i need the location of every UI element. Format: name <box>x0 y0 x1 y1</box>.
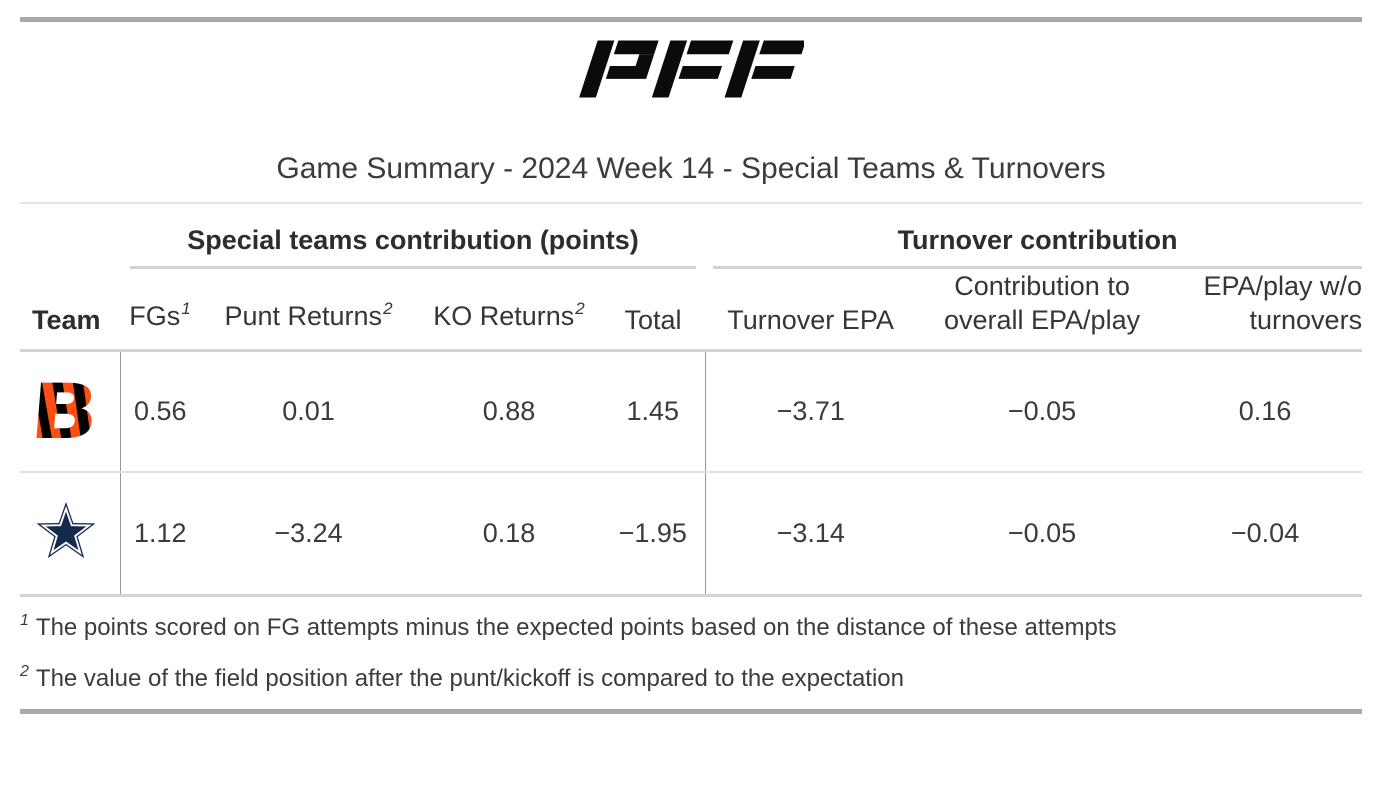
bengals-punt-returns: 0.01 <box>200 350 417 473</box>
footnote-1-text: The points scored on FG attempts minus t… <box>35 614 1117 641</box>
bengals-fgs: 0.56 <box>119 350 200 473</box>
col-header-epa-wo-turnovers: EPA/play w/o turnovers <box>1168 269 1363 352</box>
footnote-2: 2 The value of the field position after t… <box>20 662 1362 697</box>
team-cell-cowboys <box>20 471 120 597</box>
cowboys-fgs: 1.12 <box>119 471 200 597</box>
fgs-footnote-marker: 1 <box>181 298 191 318</box>
cowboys-star-logo <box>36 502 96 559</box>
cowboys-epa-wo-turnovers: −0.04 <box>1168 471 1363 597</box>
footnote-2-marker: 2 <box>20 662 29 680</box>
top-rule <box>20 17 1362 22</box>
col-header-contribution-line2: overall EPA/play <box>944 305 1141 335</box>
column-header-row: Team FGs1 Punt Returns2 KO Returns2 Tota… <box>20 269 1363 352</box>
footnotes: 1 The points scored on FG attempts minus … <box>20 611 1362 697</box>
spanner-turnover-label: Turnover contribution <box>713 204 1363 269</box>
spanner-turnover: Turnover contribution <box>705 204 1363 269</box>
punt-footnote-marker: 2 <box>383 298 393 318</box>
pff-logo <box>0 37 1382 101</box>
table-row-bengals: B 0.56 0.01 0.88 <box>20 350 1363 473</box>
bengals-epa-wo-turnovers: 0.16 <box>1168 350 1363 473</box>
col-header-fgs: FGs1 <box>120 269 200 352</box>
spanner-special-teams: Special teams contribution (points) <box>120 204 705 269</box>
cowboys-punt-returns: −3.24 <box>200 471 417 597</box>
bottom-rule <box>20 709 1362 714</box>
cowboys-contribution: −0.05 <box>916 471 1169 597</box>
page-title: Game Summary - 2024 Week 14 - Special Te… <box>276 152 1106 185</box>
col-header-total: Total <box>601 269 706 352</box>
col-header-epawo-line2: turnovers <box>1249 305 1363 335</box>
col-header-punt-label: Punt Returns <box>224 301 383 331</box>
bengals-total: 1.45 <box>601 350 706 473</box>
col-header-punt-returns: Punt Returns2 <box>200 269 417 352</box>
stats-table: Special teams contribution (points) Turn… <box>20 204 1363 597</box>
team-cell-bengals: B <box>20 350 120 473</box>
col-header-turnover-epa: Turnover EPA <box>705 269 917 352</box>
col-header-fgs-label: FGs <box>129 301 181 331</box>
ko-footnote-marker: 2 <box>575 298 585 318</box>
cowboys-total: −1.95 <box>601 471 706 597</box>
bengals-contribution: −0.05 <box>916 350 1169 473</box>
cowboys-turnover-epa: −3.14 <box>704 471 917 597</box>
pff-logo-icon <box>579 40 806 98</box>
col-header-contribution: Contribution to overall EPA/play <box>916 269 1169 352</box>
spanner-spacer <box>20 204 120 269</box>
col-header-epawo-line1: EPA/play w/o <box>1203 271 1363 301</box>
bengals-ko-returns: 0.88 <box>417 350 601 473</box>
title-underline <box>20 202 1362 204</box>
col-header-ko-returns: KO Returns2 <box>417 269 601 352</box>
col-header-team: Team <box>20 269 120 352</box>
spanner-row: Special teams contribution (points) Turn… <box>20 204 1363 269</box>
bengals-turnover-epa: −3.71 <box>704 350 917 473</box>
col-header-ko-label: KO Returns <box>433 301 575 331</box>
table-row-cowboys: 1.12 −3.24 0.18 −1.95 −3.14 −0.05 −0.04 <box>20 471 1363 597</box>
spanner-special-teams-label: Special teams contribution (points) <box>130 204 697 269</box>
cowboys-ko-returns: 0.18 <box>417 471 601 597</box>
footnote-1: 1 The points scored on FG attempts minus … <box>20 611 1362 646</box>
bengals-logo: B <box>30 379 103 444</box>
col-header-contribution-line1: Contribution to <box>954 271 1130 301</box>
footnote-1-marker: 1 <box>20 611 29 629</box>
footnote-2-text: The value of the field position after th… <box>35 665 904 692</box>
